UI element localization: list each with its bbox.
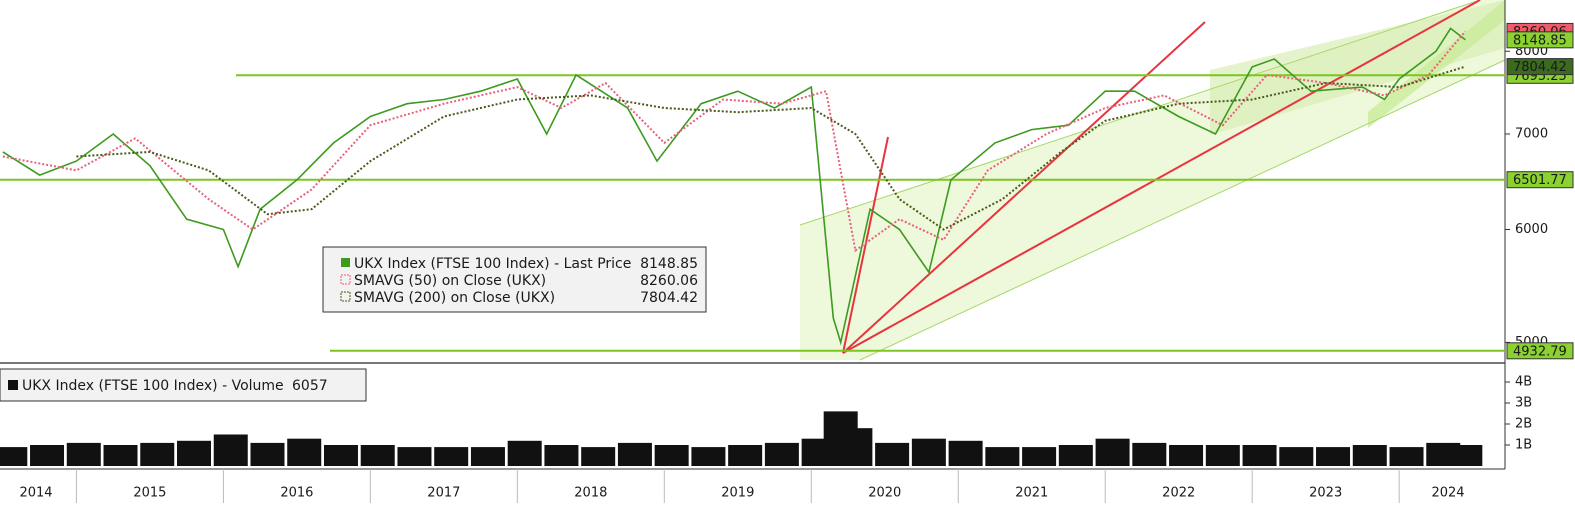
legend-swatch — [340, 274, 351, 285]
volume-bar — [397, 447, 432, 466]
volume-bar — [1095, 438, 1130, 466]
volume-bar — [323, 444, 358, 466]
volume-tick-label: 1B — [1515, 437, 1532, 452]
series-line — [2, 27, 1466, 346]
volume-bar — [1132, 442, 1167, 466]
x-tick-label: 2021 — [1015, 486, 1048, 501]
volume-bar — [177, 440, 212, 466]
legend: UKX Index (FTSE 100 Index) - Last Price … — [0, 246, 707, 402]
volume-bar — [838, 428, 873, 466]
volume-bar — [1169, 444, 1204, 466]
y-tick-label: 6000 — [1515, 222, 1548, 237]
volume-bar — [360, 444, 395, 466]
trend-line — [842, 21, 1206, 354]
x-tick-label: 2020 — [868, 486, 901, 501]
x-tick-label: 2015 — [133, 486, 166, 501]
last-value-box — [1506, 31, 1574, 49]
volume-bar — [1279, 447, 1314, 466]
volume-bar — [1316, 447, 1351, 466]
last-value-label: 7804.42 — [1513, 60, 1567, 75]
volume-bar — [654, 444, 689, 466]
volume-bar — [911, 438, 946, 466]
level-label-box — [1506, 171, 1574, 189]
volume-bar — [691, 447, 726, 466]
volume-bar — [764, 442, 799, 466]
level-label: 6501.77 — [1513, 173, 1567, 188]
series-line — [2, 30, 1467, 253]
volume-bar — [617, 442, 652, 466]
x-tick-label: 2016 — [280, 486, 313, 501]
legend-swatch — [340, 291, 351, 302]
series-line — [76, 65, 1466, 231]
last-value-box — [1506, 58, 1574, 76]
volume-bar — [1448, 444, 1483, 466]
legend-label: UKX Index (FTSE 100 Index) - Last Price — [354, 256, 631, 272]
volume-bar — [30, 444, 65, 466]
volume-bar — [985, 447, 1020, 466]
legend-value: 8260.06 — [640, 273, 698, 289]
volume-bar — [0, 447, 28, 466]
volume-bar — [728, 444, 763, 466]
level-label: 4932.79 — [1513, 344, 1567, 359]
legend-value: 6057 — [292, 378, 328, 394]
volume-tick-label: 4B — [1515, 374, 1532, 389]
legend-box — [322, 246, 707, 313]
last-value-label: 8148.85 — [1513, 33, 1567, 48]
x-tick-label: 2017 — [427, 486, 460, 501]
volume-bar — [1352, 444, 1387, 466]
x-tick-label: 2018 — [574, 486, 607, 501]
volume-bar — [250, 442, 285, 466]
level-label-box — [1506, 342, 1574, 360]
legend-label: SMAVG (200) on Close (UKX) — [354, 290, 555, 306]
volume-bar — [66, 442, 101, 466]
trend-line — [842, 136, 889, 354]
volume-legend-box — [0, 368, 367, 402]
x-tick-label: 2022 — [1162, 486, 1195, 501]
volume-bar — [1205, 444, 1240, 466]
volume-bar — [140, 442, 175, 466]
volume-bar — [470, 447, 505, 466]
volume-bar — [103, 444, 138, 466]
legend-swatch — [341, 258, 350, 267]
legend-label: SMAVG (50) on Close (UKX) — [354, 273, 546, 289]
x-axis-strip — [0, 469, 1575, 503]
volume-bar — [875, 442, 910, 466]
volume-bar — [544, 444, 579, 466]
volume-bar — [1022, 447, 1057, 466]
volume-bar — [1242, 444, 1277, 466]
volume-bar — [213, 434, 248, 466]
volume-bar — [581, 447, 616, 466]
x-tick-label: 2024 — [1431, 486, 1464, 501]
volume-bar — [287, 438, 322, 466]
legend-value: 7804.42 — [640, 290, 698, 306]
volume-tick-label: 3B — [1515, 395, 1532, 410]
plot: 50006000700080007695.256501.774932.79826… — [0, 22, 1574, 466]
x-tick-label: 2014 — [19, 486, 52, 501]
volume-tick-label: 2B — [1515, 416, 1532, 431]
volume-bar — [1389, 447, 1424, 466]
legend-swatch — [8, 380, 18, 390]
legend-label: UKX Index (FTSE 100 Index) - Volume — [22, 378, 284, 394]
volume-bar — [507, 440, 542, 466]
y-tick-label: 7000 — [1515, 126, 1548, 141]
volume-bar — [1058, 444, 1093, 466]
volume-bar — [434, 447, 469, 466]
trend-line — [842, 0, 1481, 354]
volume-bar — [948, 440, 983, 466]
x-tick-label: 2019 — [721, 486, 754, 501]
x-tick-label: 2023 — [1309, 486, 1342, 501]
legend-value: 8148.85 — [640, 256, 698, 272]
channel-line — [859, 59, 1506, 361]
